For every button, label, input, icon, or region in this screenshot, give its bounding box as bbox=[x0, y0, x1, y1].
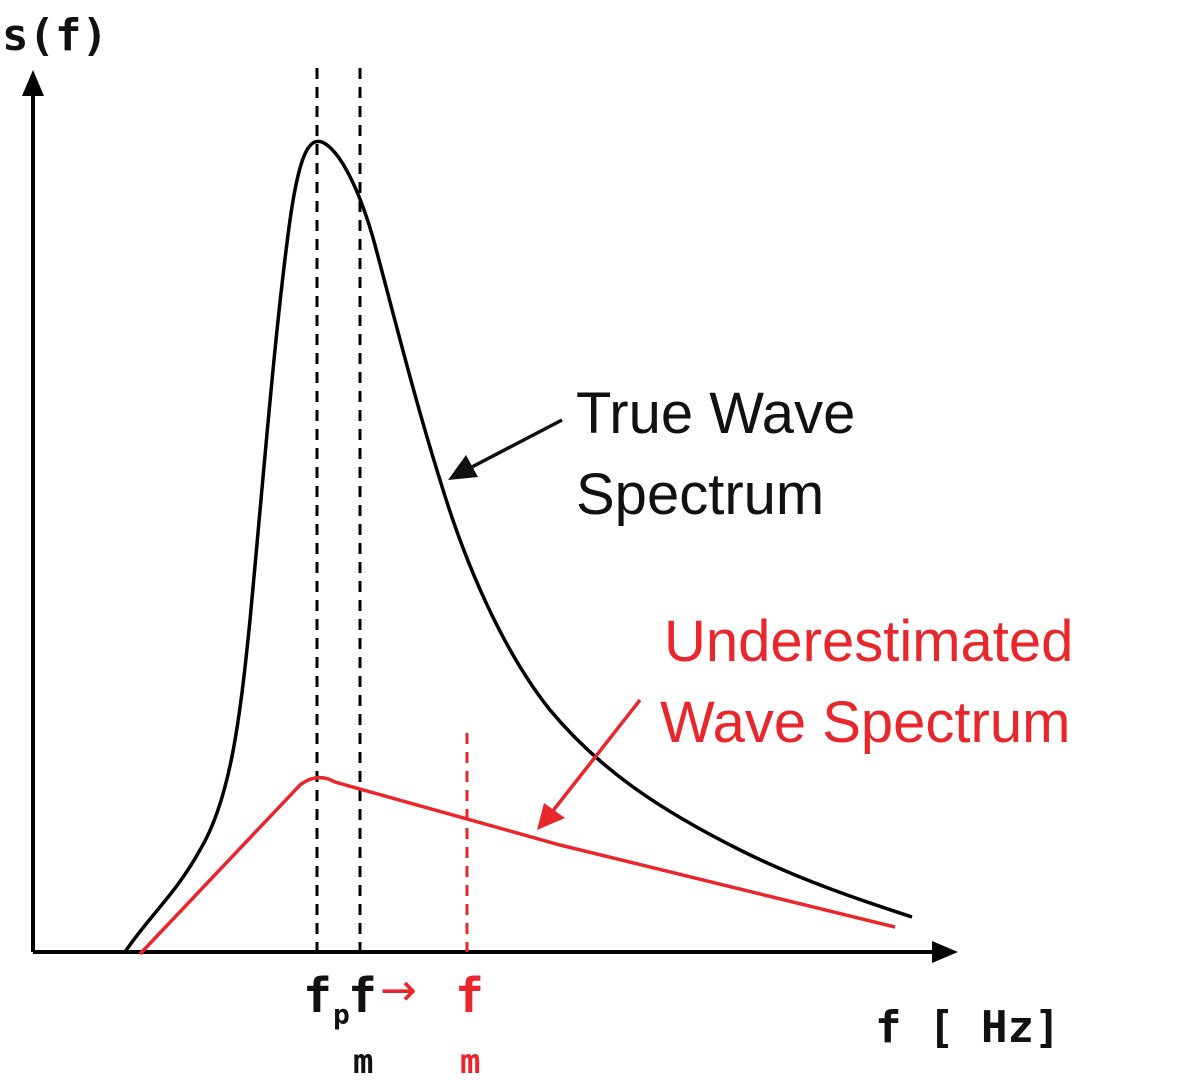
true-spectrum-pointer bbox=[448, 418, 563, 480]
true-spectrum-label-line2: Spectrum bbox=[576, 462, 824, 527]
under-spectrum-arrow-line bbox=[550, 698, 642, 814]
fp-subscript: p bbox=[333, 998, 350, 1031]
shift-arrow-glyph: → bbox=[380, 965, 417, 1016]
true-wave-spectrum-curve bbox=[123, 139, 913, 953]
underestimated-wave-spectrum-curve bbox=[138, 775, 896, 956]
frequency-markers bbox=[315, 68, 469, 952]
tick-labels: f p f m → f m bbox=[303, 965, 484, 1081]
axes bbox=[22, 70, 958, 963]
true-spectrum-arrow-line bbox=[469, 418, 563, 470]
y-axis-label: s(f) bbox=[2, 10, 108, 61]
fm-subscript: m bbox=[353, 1042, 373, 1081]
x-axis-arrowhead bbox=[932, 941, 958, 963]
under-spectrum-label-line1: Underestimated bbox=[664, 609, 1073, 674]
fm-shifted-label: f bbox=[455, 968, 484, 1024]
under-spectrum-arrowhead bbox=[537, 803, 565, 830]
under-spectrum-label-line2: Wave Spectrum bbox=[660, 690, 1070, 755]
fm-label: f bbox=[348, 968, 377, 1024]
y-axis-arrowhead bbox=[22, 70, 44, 96]
x-axis-label: f [ Hz] bbox=[875, 1002, 1060, 1053]
true-spectrum-arrowhead bbox=[448, 455, 478, 480]
fp-label: f bbox=[303, 968, 332, 1024]
true-spectrum-label-line1: True Wave bbox=[576, 381, 855, 446]
fm-shifted-subscript: m bbox=[460, 1042, 480, 1081]
under-spectrum-pointer bbox=[537, 698, 642, 830]
